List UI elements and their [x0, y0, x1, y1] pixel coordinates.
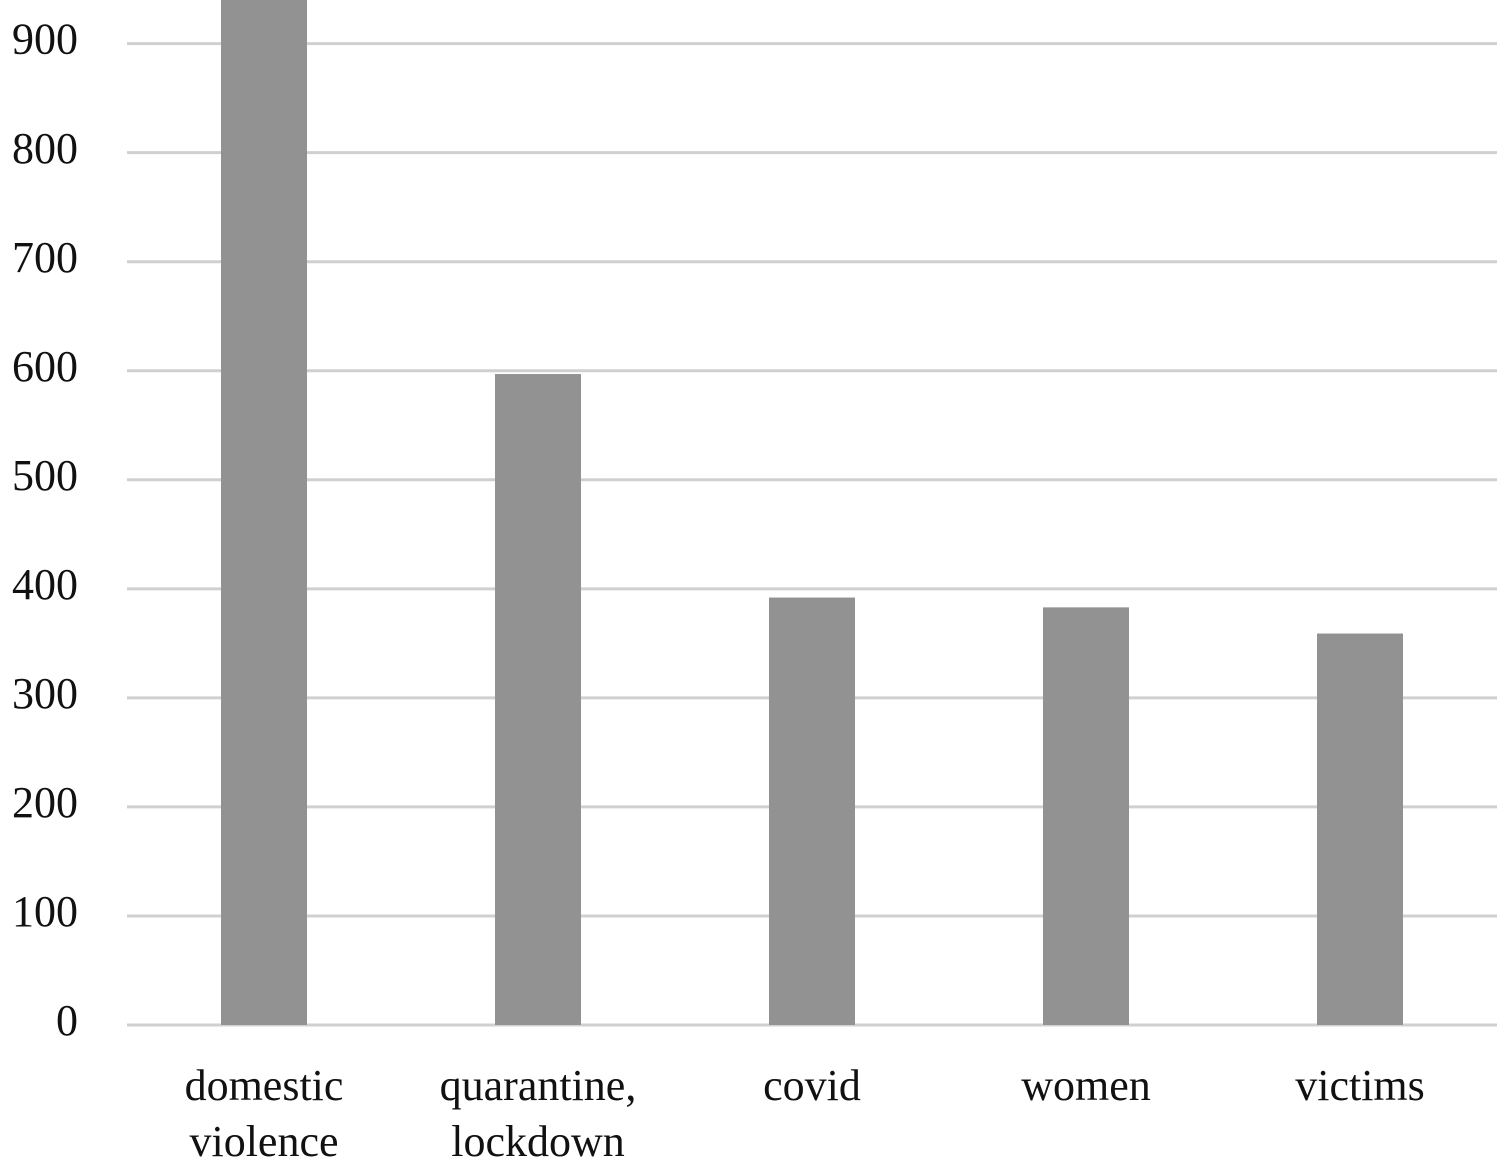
x-tick-label: quarantine, lockdown [439, 1061, 637, 1166]
y-tick-label: 900 [12, 15, 78, 64]
y-tick-label: 600 [12, 342, 78, 391]
y-tick-label: 400 [12, 560, 78, 609]
bar [769, 597, 855, 1025]
y-tick-label: 700 [12, 233, 78, 282]
bar [1317, 633, 1403, 1025]
y-tick-label: 500 [12, 451, 78, 500]
x-tick-label: domestic violence [184, 1061, 344, 1166]
y-tick-label: 300 [12, 669, 78, 718]
y-tick-label: 800 [12, 124, 78, 173]
x-tick-label: women [1021, 1061, 1151, 1110]
x-tick-label: victims [1295, 1061, 1425, 1110]
bar [221, 0, 307, 1025]
bar [1043, 607, 1129, 1025]
y-tick-label: 100 [12, 887, 78, 936]
y-tick-label: 0 [56, 996, 78, 1045]
bar [495, 374, 581, 1025]
y-tick-label: 200 [12, 778, 78, 827]
x-tick-label: covid [763, 1061, 861, 1110]
